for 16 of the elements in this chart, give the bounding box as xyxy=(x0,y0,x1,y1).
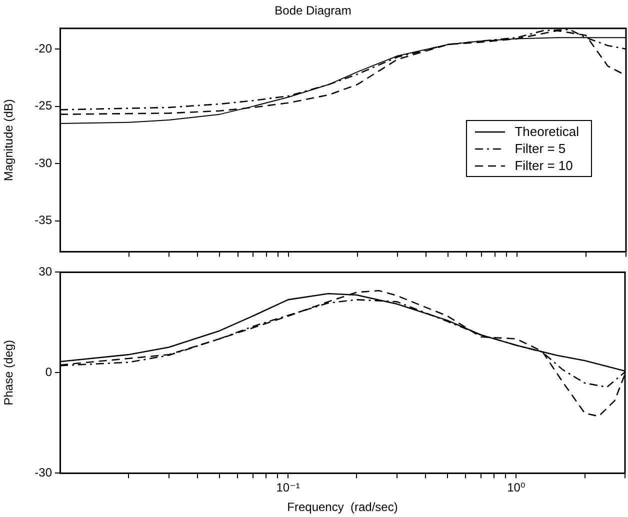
chart-title: Bode Diagram xyxy=(274,4,352,18)
y-tick-label: -20 xyxy=(34,41,52,56)
y-tick-label: -30 xyxy=(34,156,52,170)
y-tick-label: -35 xyxy=(34,213,52,228)
y-axis-title: Phase (deg) xyxy=(2,340,16,406)
y-tick-label: -25 xyxy=(34,98,52,113)
x-tick-label: 10⁰ xyxy=(507,480,526,495)
legend-label: Filter = 10 xyxy=(514,157,573,174)
legend-label: Theoretical xyxy=(514,123,579,140)
y-tick-label: 0 xyxy=(45,365,52,380)
y-axis-title: Magnitude (dB) xyxy=(2,99,16,182)
y-tick-label: 30 xyxy=(38,264,52,279)
legend-label: Filter = 5 xyxy=(514,140,566,157)
x-tick-label: 10⁻¹ xyxy=(276,480,300,495)
y-tick-label: -30 xyxy=(34,466,52,480)
x-axis-title: Frequency (rad/sec) xyxy=(287,500,398,514)
